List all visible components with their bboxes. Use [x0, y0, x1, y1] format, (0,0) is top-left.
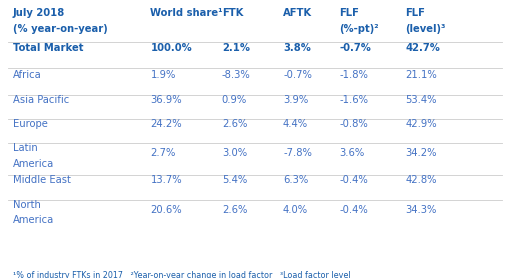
Text: Latin: Latin: [13, 143, 38, 153]
Text: 42.7%: 42.7%: [405, 43, 439, 53]
Text: (% year-on-year): (% year-on-year): [13, 24, 107, 34]
Text: July 2018: July 2018: [13, 8, 65, 18]
Text: Middle East: Middle East: [13, 175, 70, 185]
Text: -1.8%: -1.8%: [338, 70, 367, 80]
Text: 20.6%: 20.6%: [150, 205, 182, 215]
Text: 2.6%: 2.6%: [221, 205, 247, 215]
Text: Africa: Africa: [13, 70, 41, 80]
Text: -0.8%: -0.8%: [338, 119, 367, 129]
Text: ¹% of industry FTKs in 2017   ²Year-on-year change in load factor   ³Load factor: ¹% of industry FTKs in 2017 ²Year-on-yea…: [13, 271, 350, 278]
Text: (%-pt)²: (%-pt)²: [338, 24, 378, 34]
Text: North: North: [13, 200, 41, 210]
Text: 1.9%: 1.9%: [150, 70, 176, 80]
Text: 5.4%: 5.4%: [221, 175, 247, 185]
Text: -0.7%: -0.7%: [282, 70, 312, 80]
Text: 42.8%: 42.8%: [405, 175, 436, 185]
Text: 3.6%: 3.6%: [338, 148, 364, 158]
Text: FLF: FLF: [405, 8, 425, 18]
Text: Asia Pacific: Asia Pacific: [13, 95, 69, 105]
Text: 13.7%: 13.7%: [150, 175, 182, 185]
Text: 4.4%: 4.4%: [282, 119, 307, 129]
Text: (level)³: (level)³: [405, 24, 445, 34]
Text: 100.0%: 100.0%: [150, 43, 192, 53]
Text: World share¹: World share¹: [150, 8, 222, 18]
Text: America: America: [13, 215, 54, 225]
Text: -7.8%: -7.8%: [282, 148, 312, 158]
Text: FLF: FLF: [338, 8, 358, 18]
Text: America: America: [13, 159, 54, 169]
Text: FTK: FTK: [221, 8, 243, 18]
Text: -0.4%: -0.4%: [338, 175, 367, 185]
Text: Europe: Europe: [13, 119, 47, 129]
Text: 2.1%: 2.1%: [221, 43, 249, 53]
Text: -8.3%: -8.3%: [221, 70, 250, 80]
Text: 53.4%: 53.4%: [405, 95, 436, 105]
Text: 24.2%: 24.2%: [150, 119, 182, 129]
Text: 0.9%: 0.9%: [221, 95, 247, 105]
Text: 42.9%: 42.9%: [405, 119, 436, 129]
Text: AFTK: AFTK: [282, 8, 312, 18]
Text: 34.3%: 34.3%: [405, 205, 436, 215]
Text: 3.9%: 3.9%: [282, 95, 308, 105]
Text: 3.8%: 3.8%: [282, 43, 310, 53]
Text: 6.3%: 6.3%: [282, 175, 308, 185]
Text: 4.0%: 4.0%: [282, 205, 307, 215]
Text: 34.2%: 34.2%: [405, 148, 436, 158]
Text: 36.9%: 36.9%: [150, 95, 182, 105]
Text: 2.7%: 2.7%: [150, 148, 176, 158]
Text: 2.6%: 2.6%: [221, 119, 247, 129]
Text: 3.0%: 3.0%: [221, 148, 246, 158]
Text: -0.4%: -0.4%: [338, 205, 367, 215]
Text: -1.6%: -1.6%: [338, 95, 367, 105]
Text: Total Market: Total Market: [13, 43, 83, 53]
Text: 21.1%: 21.1%: [405, 70, 436, 80]
Text: -0.7%: -0.7%: [338, 43, 371, 53]
